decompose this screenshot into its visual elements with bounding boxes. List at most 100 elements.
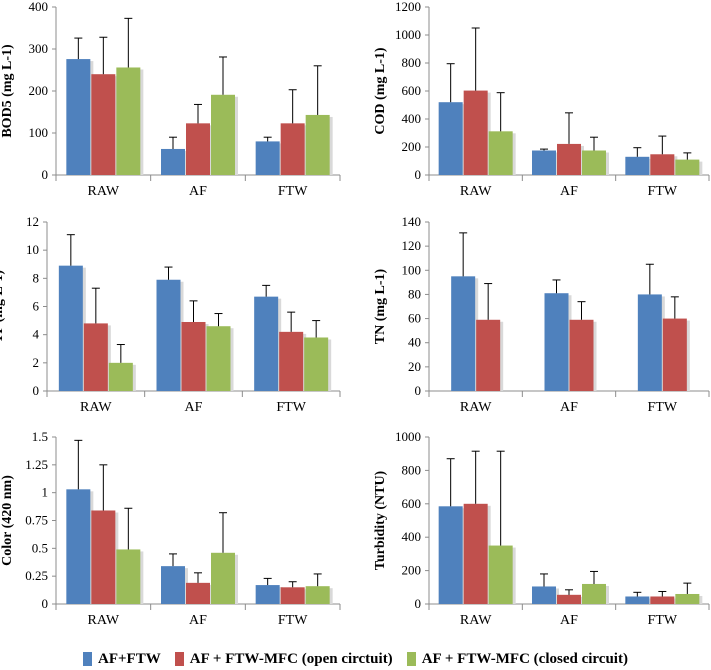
bar-5-2-1 [582,583,606,604]
y-tick-label-2-2: 4 [33,327,40,342]
y-tick-label-2-1: 2 [33,355,40,370]
y-tick-label-5-5: 1000 [395,429,421,444]
bar-0-1-0 [91,74,116,175]
bar-5-1-1 [557,594,581,604]
bar-2-1-2 [279,331,304,391]
y-tick-label-3-4: 80 [408,286,421,301]
y-tick-label-2-6: 12 [26,214,39,229]
bar-2-0-1 [156,279,181,391]
y-tick-label-1-5: 1000 [395,27,421,42]
legend-swatch-blue [83,652,93,666]
x-tick-label-5-0: RAW [460,613,492,628]
bar-4-1-2 [280,587,305,604]
bar-2-2-2 [304,337,329,391]
y-tick-label-4-1: 0.25 [25,568,48,583]
bar-0-2-1 [211,94,235,175]
bar-4-0-2 [255,585,280,604]
bar-1-2-2 [675,159,700,175]
bar-5-1-2 [650,596,675,604]
y-tick-label-1-0: 0 [415,167,422,182]
bar-4-2-2 [305,586,330,604]
legend-item-closed-circuit: AF + FTW-MFC (closed circuit) [406,651,628,668]
bar-1-2-1 [582,150,606,175]
bar-5-2-0 [488,545,513,604]
y-tick-label-3-3: 60 [408,311,421,326]
bar-2-1-0 [83,323,108,391]
bar-5-1-0 [463,503,488,604]
bar-2-0-2 [254,296,279,391]
y-tick-label-0-2: 200 [29,83,49,98]
x-tick-label-1-0: RAW [460,184,492,199]
x-tick-label-5-1: AF [560,613,578,628]
legend-swatch-red [174,652,184,666]
bar-3-0-0 [451,276,476,391]
y-tick-label-1-1: 200 [402,139,422,154]
bar-1-0-1 [532,150,556,175]
bar-1-1-0 [463,90,488,175]
y-tick-label-2-0: 0 [33,383,40,398]
y-axis-title-0: BOD5 (mg L-1) [0,44,15,138]
legend-label-af-ftw: AF+FTW [98,650,161,667]
y-tick-label-4-6: 1.5 [32,429,48,444]
y-tick-label-5-1: 200 [402,563,422,578]
bar-4-1-0 [91,510,116,604]
bar-2-2-1 [206,326,231,391]
y-tick-label-3-0: 0 [415,383,422,398]
bar-0-2-0 [116,67,141,175]
y-tick-label-5-0: 0 [415,596,422,611]
x-tick-label-4-2: FTW [278,613,308,628]
x-tick-label-2-1: AF [185,400,203,415]
bar-5-0-2 [625,596,650,604]
bar-3-0-2 [637,294,662,391]
y-axis-title-2: TP (mg L-1) [0,270,6,343]
bar-0-2-2 [305,114,330,175]
bar-0-1-1 [186,123,210,175]
bar-0-0-0 [66,59,91,175]
y-tick-label-2-3: 6 [33,299,40,314]
x-tick-label-3-1: AF [560,400,578,415]
y-axis-title-3: TN (mg L-1) [373,268,388,344]
x-tick-label-1-1: AF [560,184,578,199]
y-tick-label-4-0: 0 [42,596,49,611]
y-tick-label-2-5: 10 [26,242,39,257]
x-tick-label-1-2: FTW [648,184,678,199]
bar-0-0-2 [255,141,280,175]
bar-1-2-0 [488,131,513,175]
bar-4-1-1 [186,582,210,604]
bar-4-2-0 [116,549,141,604]
legend-swatch-green [406,652,416,666]
y-axis-title-5: Turbidity (NTU) [373,470,388,570]
bar-1-0-0 [438,102,463,175]
bar-4-0-0 [66,489,91,604]
y-tick-label-0-3: 300 [29,41,49,56]
y-tick-label-3-5: 100 [402,262,422,277]
x-tick-label-5-2: FTW [648,613,678,628]
x-tick-label-2-2: FTW [276,400,306,415]
x-tick-label-0-0: RAW [88,184,120,199]
y-tick-label-4-2: 0.5 [32,540,48,555]
y-tick-label-3-2: 40 [408,335,421,350]
bar-5-0-0 [438,506,463,604]
bar-5-2-2 [675,593,700,604]
bar-0-0-1 [161,148,185,175]
x-tick-label-0-1: AF [189,184,207,199]
y-tick-label-0-0: 0 [42,167,49,182]
bar-2-2-0 [108,362,133,391]
y-tick-label-0-1: 100 [29,125,49,140]
y-tick-label-1-4: 800 [402,55,422,70]
y-tick-label-3-7: 140 [402,214,422,229]
legend: AF+FTW AF + FTW-MFC (open circtuit) AF +… [0,648,711,670]
bar-4-0-1 [161,566,185,604]
bar-1-1-1 [557,143,581,175]
bar-3-1-1 [569,319,594,391]
legend-label-open-circuit: AF + FTW-MFC (open circtuit) [189,650,393,667]
bar-3-1-2 [662,318,687,391]
y-tick-label-4-3: 0.75 [25,513,48,528]
y-tick-label-1-2: 400 [402,111,422,126]
bar-2-0-0 [58,265,83,391]
y-tick-label-5-2: 400 [402,529,422,544]
bar-0-1-2 [280,123,305,175]
x-tick-label-4-1: AF [189,613,207,628]
x-tick-label-2-0: RAW [80,400,112,415]
y-tick-label-4-5: 1.25 [25,457,48,472]
